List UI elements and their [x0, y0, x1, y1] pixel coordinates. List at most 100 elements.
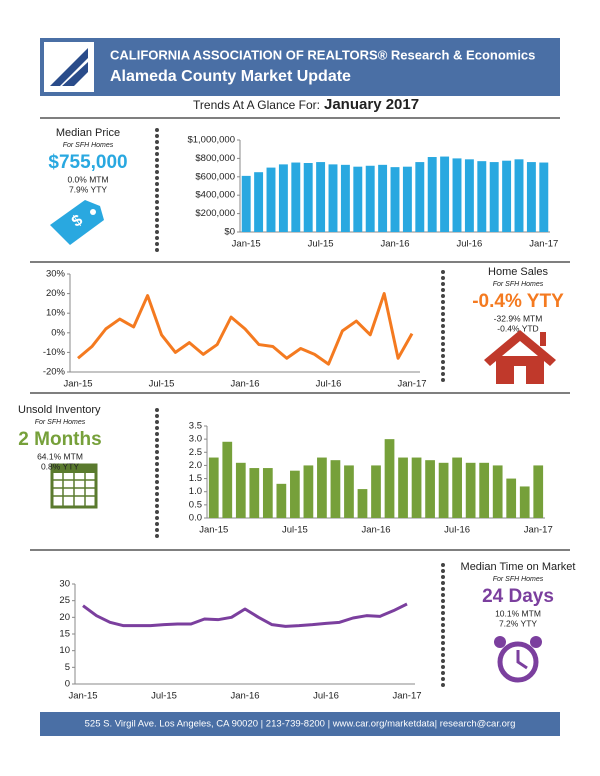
bar — [479, 462, 490, 518]
bar — [371, 465, 381, 518]
y-tick-label: 2.5 — [189, 447, 202, 458]
y-tick-label: $600,000 — [195, 171, 235, 182]
panel-title: Home Sales — [488, 266, 548, 278]
y-tick-label: 1.0 — [189, 486, 202, 497]
bar — [427, 157, 437, 232]
x-tick-label: Jan-15 — [63, 379, 92, 390]
y-tick-label: 0 — [65, 679, 70, 690]
bar — [344, 465, 354, 518]
footer-band — [40, 712, 560, 736]
x-tick-label: Jul-15 — [282, 525, 308, 536]
bar — [290, 470, 300, 518]
panel-headline: $755,000 — [48, 152, 127, 173]
panel-stat: 0.0% MTM — [67, 174, 108, 184]
y-tick-label: 20 — [59, 612, 70, 623]
bar — [208, 457, 219, 518]
y-tick-label: 10 — [59, 645, 70, 656]
panel-subtitle: For SFH Homes — [493, 576, 544, 583]
x-tick-label: Jan-15 — [199, 525, 228, 536]
bar — [465, 462, 476, 518]
bar — [539, 162, 549, 232]
panel-stat: 0.8% YTY — [41, 461, 79, 471]
bar — [440, 156, 450, 232]
x-tick-label: Jul-16 — [313, 691, 339, 702]
x-tick-label: Jan-17 — [392, 691, 421, 702]
header-org: CALIFORNIA ASSOCIATION OF REALTORS® Rese… — [110, 47, 535, 62]
x-tick-label: Jul-15 — [308, 239, 334, 250]
y-tick-label: 20% — [46, 288, 66, 299]
bar — [378, 164, 388, 232]
y-tick-label: 25 — [59, 595, 70, 606]
bar — [249, 468, 260, 518]
y-tick-label: $400,000 — [195, 190, 235, 201]
panel-subtitle: For SFH Homes — [493, 281, 544, 288]
x-tick-label: Jan-16 — [380, 239, 409, 250]
y-tick-label: 0.5 — [189, 499, 202, 510]
x-tick-label: Jul-16 — [444, 525, 470, 536]
bar — [489, 162, 499, 232]
panel-subtitle: For SFH Homes — [63, 142, 114, 149]
bar — [235, 462, 246, 518]
y-tick-label: 0.0 — [189, 513, 202, 524]
bar — [241, 175, 251, 232]
y-tick-label: 3.5 — [189, 421, 202, 432]
y-tick-label: 30% — [46, 269, 66, 280]
clock-icon — [494, 636, 542, 683]
bar — [514, 159, 524, 232]
bar — [328, 164, 338, 232]
bar — [464, 159, 474, 232]
bar — [384, 439, 395, 518]
trends-date: January 2017 — [324, 96, 419, 113]
panel-stat: 7.2% YTY — [499, 618, 537, 628]
bar — [425, 460, 435, 518]
house-icon — [484, 330, 556, 384]
trends-label: Trends At A Glance For: — [193, 98, 320, 112]
bar — [452, 457, 462, 518]
bar — [533, 465, 544, 518]
y-tick-label: $0 — [224, 227, 235, 238]
bar — [438, 462, 449, 518]
bar — [502, 160, 512, 232]
header-band — [40, 38, 560, 96]
x-tick-label: Jul-15 — [149, 379, 175, 390]
panel-stat: -32.9% MTM — [494, 313, 543, 323]
bar — [519, 486, 530, 518]
panel-stat: 64.1% MTM — [37, 451, 83, 461]
bar — [415, 162, 425, 232]
y-tick-label: 15 — [59, 629, 70, 640]
y-tick-label: $200,000 — [195, 208, 235, 219]
bar — [353, 166, 363, 232]
bar — [276, 483, 287, 518]
bar — [365, 165, 375, 232]
bar — [357, 489, 368, 518]
line — [82, 602, 408, 628]
bar — [303, 465, 314, 518]
y-tick-label: $800,000 — [195, 153, 235, 164]
y-tick-label: $1,000,000 — [187, 135, 235, 146]
x-tick-label: Jan-17 — [524, 525, 553, 536]
panel-stat: -0.4% YTD — [497, 323, 538, 333]
header-title: Alameda County Market Update — [110, 68, 351, 85]
logo — [50, 48, 88, 86]
bar — [266, 167, 276, 232]
bar — [452, 158, 462, 232]
bar — [411, 457, 422, 518]
y-tick-label: 1.5 — [189, 473, 202, 484]
x-tick-label: Jul-16 — [316, 379, 342, 390]
x-tick-label: Jan-17 — [529, 239, 558, 250]
bar — [526, 162, 536, 232]
x-tick-label: Jan-15 — [232, 239, 261, 250]
x-tick-label: Jul-16 — [456, 239, 482, 250]
panel-headline: 2 Months — [18, 429, 101, 450]
panel-stat: 7.9% YTY — [69, 184, 107, 194]
bar — [492, 465, 503, 518]
footer-text: 525 S. Virgil Ave. Los Angeles, CA 90020… — [85, 719, 516, 730]
bar — [316, 162, 326, 232]
x-tick-label: Jan-16 — [361, 525, 390, 536]
bar — [262, 468, 273, 518]
price-tag-icon: $ — [50, 200, 104, 245]
bar — [291, 162, 301, 232]
bar — [340, 164, 350, 232]
y-tick-label: 5 — [65, 662, 70, 673]
